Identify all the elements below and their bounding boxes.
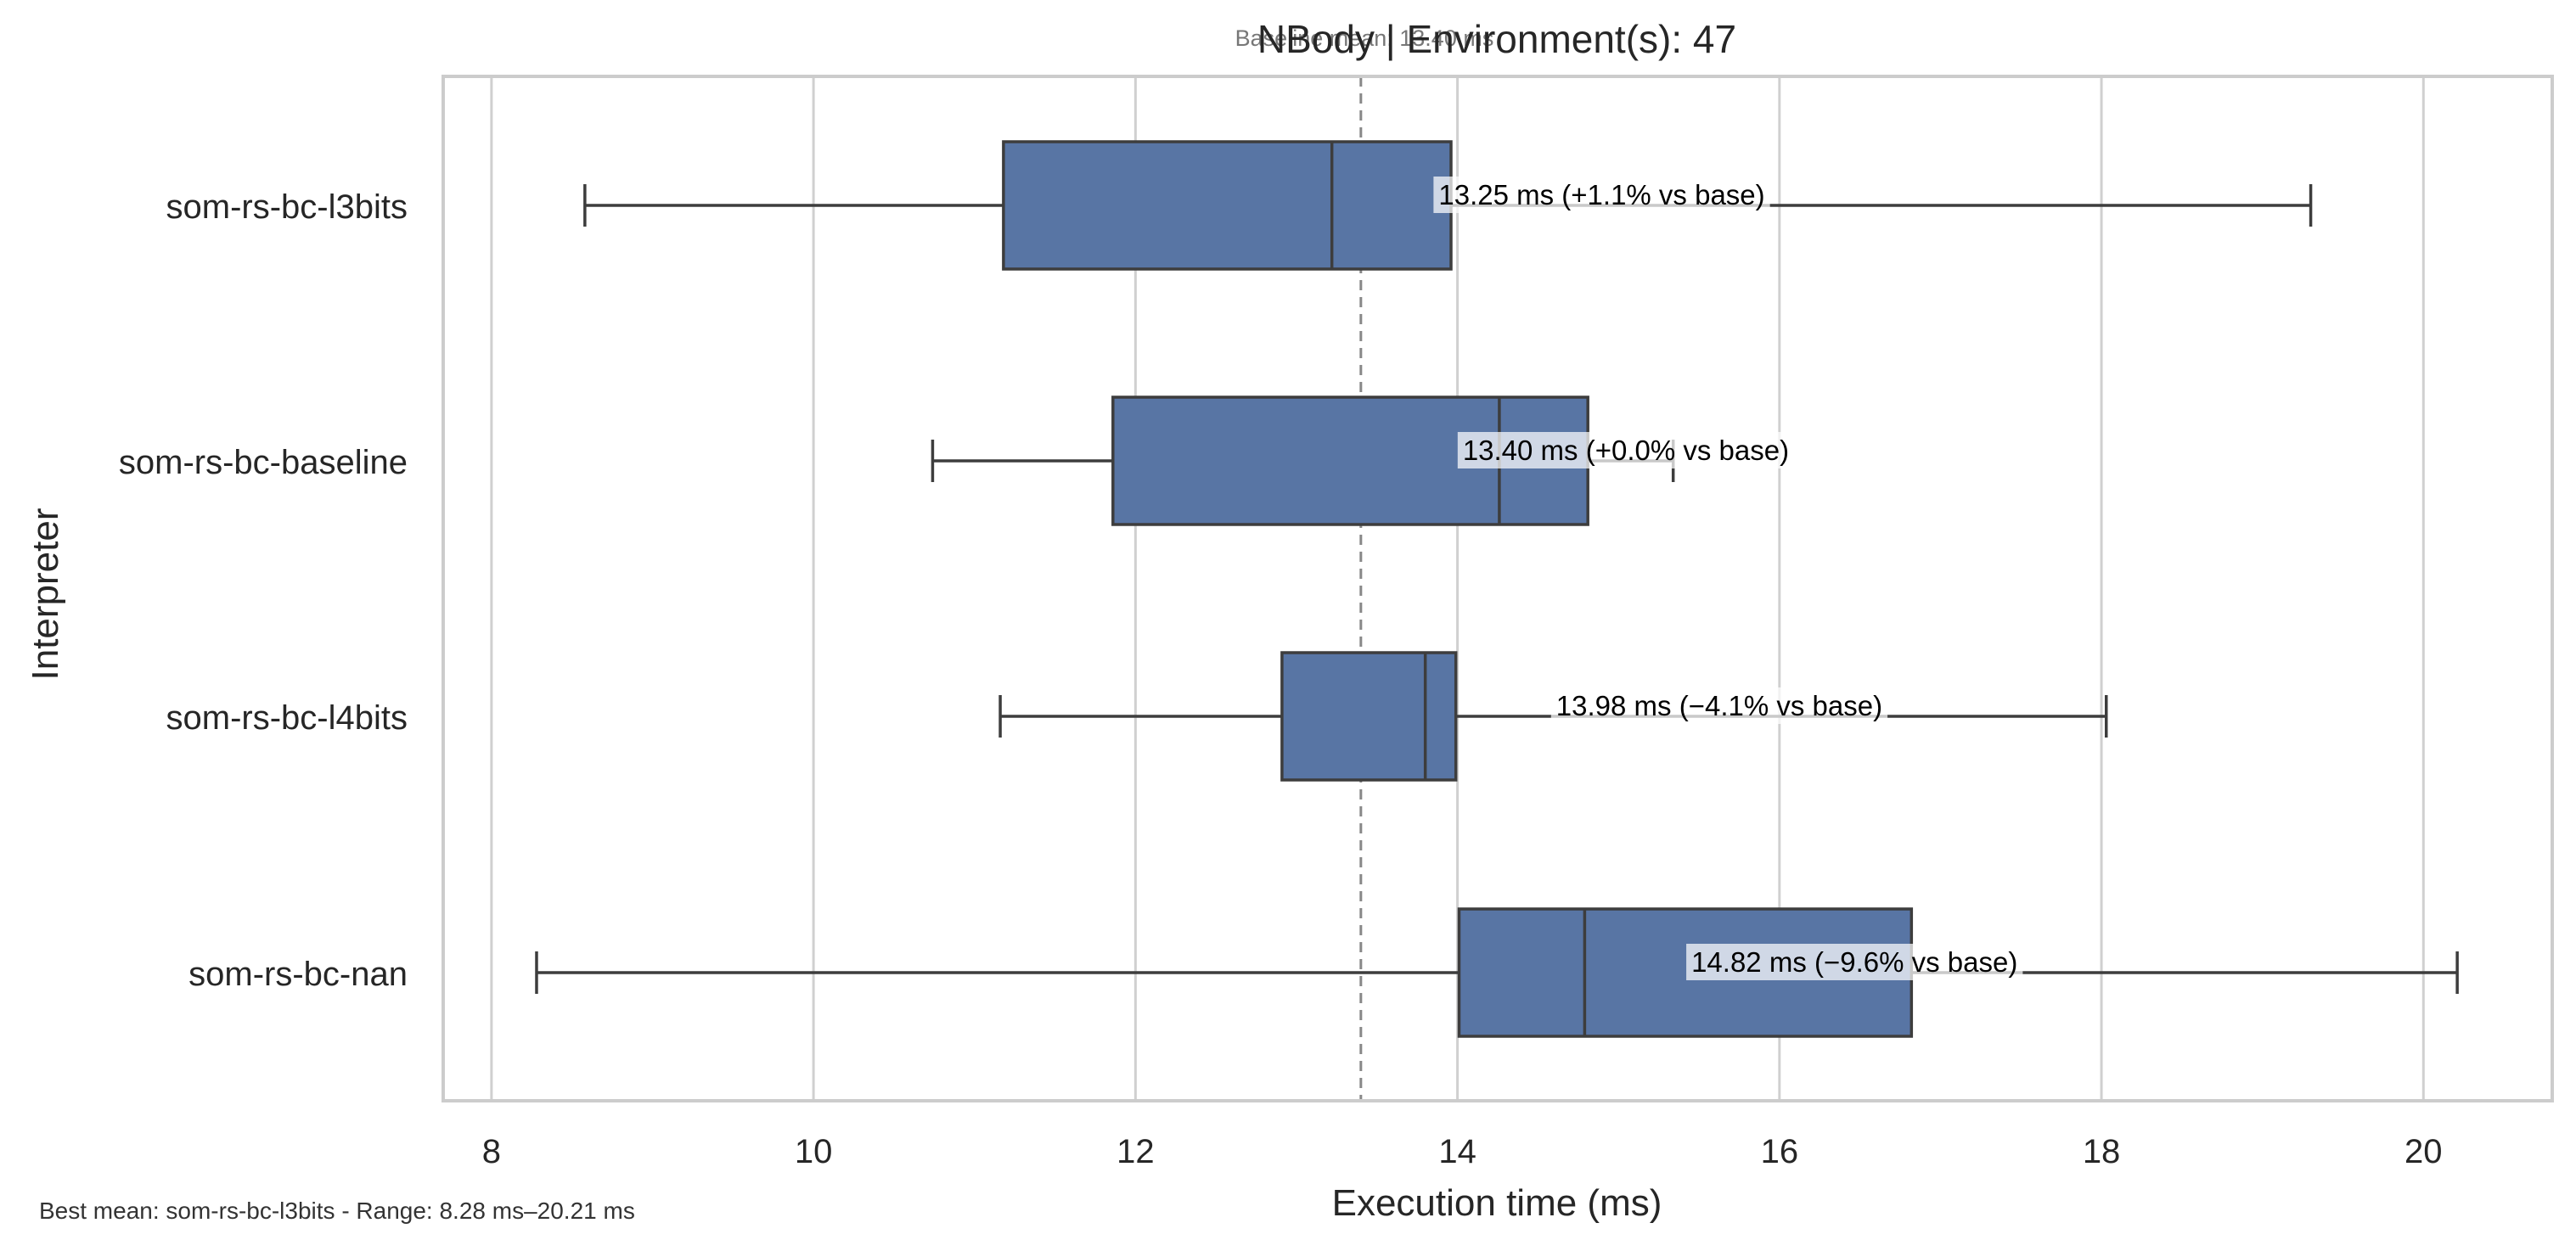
- mean-label-text: 13.40 ms (+0.0% vs base): [1463, 435, 1789, 466]
- mean-label: 14.82 ms (−9.6% vs base): [1686, 944, 2023, 980]
- category-label: som-rs-bc-nan: [188, 956, 408, 993]
- y-category-labels: som-rs-bc-l3bits som-rs-bc-baseline som-rs…: [119, 188, 408, 993]
- mean-label-background: [1433, 177, 1770, 213]
- mean-label-background: [1457, 432, 1795, 468]
- x-tick-label: 8: [482, 1133, 501, 1170]
- x-tick-label: 14: [1438, 1133, 1476, 1170]
- x-axis-label: Execution time (ms): [1332, 1182, 1662, 1224]
- category-label: som-rs-bc-baseline: [119, 444, 408, 481]
- chart-title: NBody | Environment(s): 47: [1257, 17, 1736, 61]
- plot-area-frame: [442, 75, 2554, 1102]
- y-axis-label: Interpreter: [25, 508, 66, 681]
- box-plot-som-rs-bc-l3bits: [583, 140, 2313, 271]
- mean-label-text: 13.25 ms (+1.1% vs base): [1438, 179, 1764, 210]
- category-label: som-rs-bc-l3bits: [166, 188, 408, 226]
- mean-label-background: [1686, 944, 2023, 980]
- x-tick-label: 20: [2404, 1133, 2443, 1170]
- category-label: som-rs-bc-l4bits: [166, 699, 408, 737]
- box-plots: [535, 140, 2459, 1038]
- mean-label: 13.25 ms (+1.1% vs base): [1433, 177, 1770, 213]
- mean-labels: 13.25 ms (+1.1% vs base) 13.40 ms (+0.0% …: [1433, 177, 2023, 980]
- mean-label: 13.40 ms (+0.0% vs base): [1457, 432, 1795, 468]
- x-tick-label: 16: [1761, 1133, 1799, 1170]
- mean-label-text: 13.98 ms (−4.1% vs base): [1556, 690, 1882, 721]
- mean-label: 13.98 ms (−4.1% vs base): [1550, 687, 1888, 724]
- mean-label-text: 14.82 ms (−9.6% vs base): [1691, 946, 2017, 978]
- iqr-box: [1002, 140, 1453, 271]
- x-tick-labels: 8 10 12 14 16 18 20: [482, 1133, 2443, 1170]
- iqr-box: [1280, 651, 1458, 782]
- x-tick-label: 18: [2083, 1133, 2121, 1170]
- x-tick-label: 10: [795, 1133, 833, 1170]
- x-tick-label: 12: [1116, 1133, 1155, 1170]
- mean-label-background: [1550, 687, 1888, 724]
- footnote: Best mean: som-rs-bc-l3bits - Range: 8.2…: [39, 1198, 635, 1224]
- baseline-note: Baseline mean: 13.40 ms: [1235, 25, 1494, 51]
- box-plot-som-rs-bc-l4bits: [998, 651, 2108, 782]
